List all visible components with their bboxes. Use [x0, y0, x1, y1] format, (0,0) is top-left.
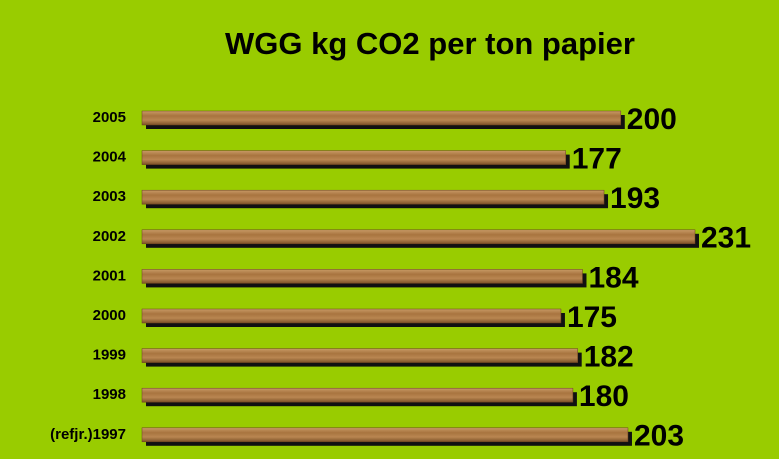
y-tick-label: (refjr.)1997 — [50, 426, 126, 443]
y-tick-label: 1999 — [93, 347, 126, 364]
value-label: 203 — [634, 420, 684, 453]
value-label: 231 — [701, 222, 751, 255]
bar — [141, 269, 583, 284]
value-label: 182 — [584, 341, 634, 374]
bar — [141, 150, 566, 165]
bar — [141, 308, 562, 324]
bar — [141, 189, 605, 205]
y-tick-label: 2003 — [93, 188, 126, 205]
chart-title: WGG kg CO2 per ton papier — [225, 26, 635, 61]
bar — [141, 229, 696, 245]
value-label: 193 — [610, 182, 660, 215]
y-tick-label: 2002 — [93, 228, 126, 245]
value-label: 200 — [627, 103, 677, 136]
bar — [141, 348, 578, 363]
bar — [141, 387, 574, 403]
value-label: 180 — [579, 380, 629, 413]
value-label: 175 — [567, 301, 617, 334]
bar — [141, 110, 622, 126]
bar — [141, 427, 629, 443]
y-tick-label: 2005 — [93, 109, 126, 126]
y-tick-label: 2000 — [93, 307, 126, 324]
y-tick-label: 1998 — [93, 386, 126, 403]
value-label: 177 — [572, 143, 622, 176]
y-tick-label: 2001 — [93, 267, 126, 284]
y-tick-label: 2004 — [93, 149, 127, 166]
value-label: 184 — [588, 261, 638, 294]
